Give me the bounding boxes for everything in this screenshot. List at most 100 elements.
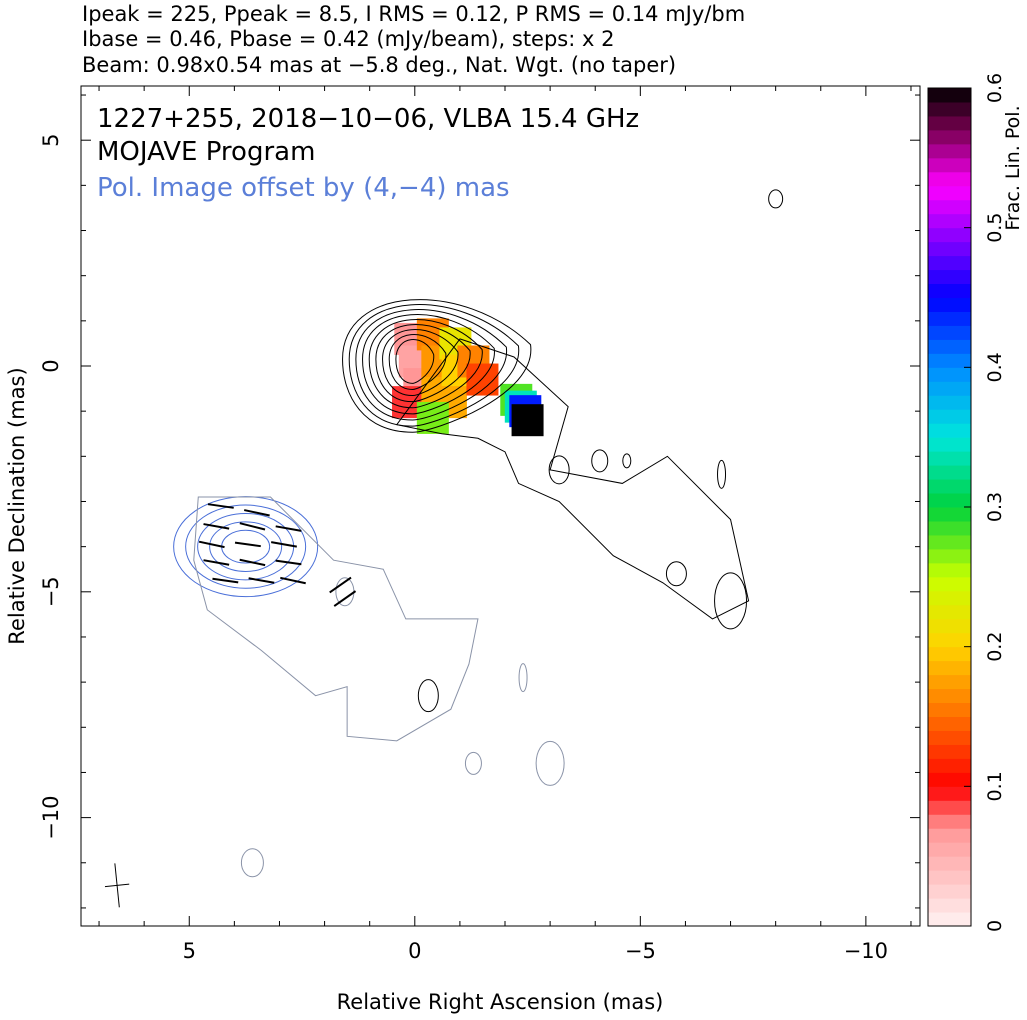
colorbar-band [928, 842, 971, 857]
colorbar-band [928, 660, 971, 676]
colorbar-tick-label: 0.6 [984, 73, 1006, 103]
pol-contour [209, 521, 283, 572]
colorbar-tick-label: 0.3 [984, 492, 1006, 522]
colorbar-band [928, 353, 971, 368]
y-tick-label: −5 [39, 576, 63, 607]
evpa-vector [280, 576, 306, 585]
colorbar-band [928, 507, 971, 522]
colorbar-band [928, 115, 971, 131]
colorbar-band [928, 283, 971, 298]
colorbar-band [928, 325, 971, 340]
colorbar-band [928, 437, 971, 452]
colorbar-band [928, 227, 971, 243]
colorbar-band [928, 199, 971, 215]
colorbar-tick-label: 0.2 [984, 632, 1006, 662]
colorbar-band [928, 255, 971, 271]
colorbar-band [928, 828, 971, 843]
intensity-contour [388, 334, 447, 390]
intensity-contour [375, 324, 471, 403]
intensity-contour [382, 329, 459, 397]
colorbar-band [928, 590, 971, 606]
x-axis-label: Relative Right Ascension (mas) [337, 990, 664, 1014]
colorbar-band [928, 856, 971, 871]
colorbar-band [928, 674, 971, 690]
colorbar-band [928, 898, 971, 913]
colorbar-band [928, 758, 971, 773]
x-tick-label: 5 [183, 939, 196, 963]
intensity-contour-blob [548, 455, 570, 485]
evpa-vector [243, 509, 270, 517]
colorbar-band [928, 367, 971, 382]
colorbar-band [928, 870, 971, 885]
pol-contour-blob [464, 751, 482, 775]
colorbar-band [928, 339, 971, 354]
pol-contour [221, 529, 271, 564]
colorbar-band [928, 884, 971, 899]
colorbar-band [928, 479, 971, 494]
colorbar-band [928, 297, 971, 312]
colorbar-band [928, 632, 971, 648]
intensity-contour-blob [717, 459, 727, 489]
y-tick-label: 5 [39, 134, 63, 147]
evpa-vector [271, 541, 297, 548]
colorbar-tick-label: 0.1 [984, 771, 1006, 801]
colorbar-band [928, 465, 971, 480]
colorbar-band [928, 716, 971, 731]
evpa-vector [239, 522, 266, 531]
pol-offset-annotation: Pol. Image offset by (4,−4) mas [97, 173, 510, 203]
intensity-contour-blob [714, 572, 748, 630]
intensity-contour [395, 339, 435, 384]
colorbar-band [928, 618, 971, 634]
intensity-contour-blob [665, 561, 687, 587]
colorbar-band [928, 786, 971, 801]
evpa-vector [248, 577, 275, 584]
colorbar-tick-label: 0.4 [984, 352, 1006, 382]
intensity-contour-blob [417, 679, 439, 713]
evpa-vector [329, 576, 352, 594]
pol-outer-contour [193, 496, 479, 742]
y-tick-label: 0 [39, 359, 63, 372]
pol-contour-blob [240, 848, 264, 878]
colorbar-band [928, 129, 971, 145]
colorbar-band [928, 548, 971, 564]
intensity-contour [348, 304, 519, 427]
evpa-vector [203, 559, 230, 566]
colorbar-band [928, 143, 971, 159]
colorbar-band [928, 493, 971, 508]
colorbar-tick-label: 0.5 [984, 213, 1006, 243]
colorbar-band [928, 185, 971, 201]
colorbar-band [928, 171, 971, 187]
evpa-vector [275, 525, 302, 532]
colorbar-band [928, 730, 971, 745]
evpa-vector [333, 590, 357, 607]
intensity-contour [362, 314, 495, 415]
evpa-vector [198, 540, 225, 549]
colorbar-band [928, 451, 971, 466]
colorbar-band [928, 88, 971, 103]
pol-contour-blob [535, 740, 565, 786]
colorbar-band [928, 213, 971, 229]
colorbar-band [928, 800, 971, 815]
colorbar-band [928, 646, 971, 662]
pol-contour [197, 512, 295, 581]
colorbar-band [928, 604, 971, 620]
colorbar-band [928, 562, 971, 578]
evpa-vector [212, 577, 239, 584]
header-line-peaks: Ipeak = 225, Ppeak = 8.5, I RMS = 0.12, … [82, 2, 746, 26]
beam-minor-axis [104, 883, 130, 888]
colorbar-label: Frac. Lin. Pol. [1002, 105, 1024, 230]
colorbar-band [928, 241, 971, 257]
evpa-vector [203, 523, 230, 530]
colorbar-band [928, 409, 971, 424]
evpa-vector [234, 541, 261, 548]
colorbar-band [928, 576, 971, 592]
y-tick-label: −10 [39, 795, 63, 839]
colorbar-band [928, 311, 971, 326]
colorbar-band [928, 381, 971, 396]
plot-frame [80, 85, 921, 927]
colorbar-band [928, 534, 971, 550]
intensity-contour [355, 309, 507, 421]
colorbar-band [928, 269, 971, 285]
colorbar-band [928, 814, 971, 829]
